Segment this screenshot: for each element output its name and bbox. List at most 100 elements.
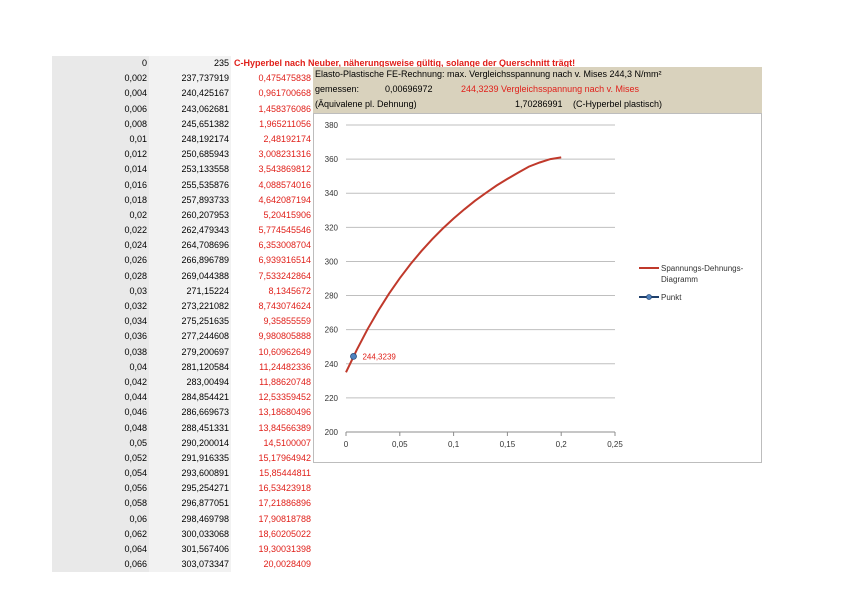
product-cell: 15,17964942 [258, 452, 311, 463]
point-label: 244,3239 [362, 352, 396, 361]
stress-cell: 253,133558 [149, 162, 231, 178]
strain-cell: 0,02 [52, 207, 149, 224]
table-row: 0,042 283,00494 11,88620748 [52, 374, 314, 391]
table-row: 0,024 264,708696 6,353008704 [52, 238, 314, 254]
table-row: 0,052 291,916335 15,17964942 [52, 450, 314, 467]
stress-cell: 262,479343 [149, 223, 231, 239]
info-plastic-label: (Äquivalene pl. Dehnung) [315, 99, 417, 109]
stress-strain-curve [345, 156, 562, 373]
x-tick-label: 0,1 [448, 440, 460, 449]
stress-cell: 260,207953 [149, 207, 231, 224]
strain-cell: 0,048 [52, 420, 149, 436]
product-cell: 17,21886896 [258, 498, 311, 509]
table-row: 0,064 301,567406 19,30031398 [52, 542, 314, 558]
product-cell: 18,60205022 [258, 528, 311, 539]
strain-cell: 0,036 [52, 329, 149, 345]
product-cell: 3,008231316 [258, 149, 311, 160]
table-row: 0,032 273,221082 8,743074624 [52, 299, 314, 315]
strain-cell: 0,012 [52, 147, 149, 163]
table-row: 0,02 260,207953 5,20415906 [52, 207, 314, 224]
info-measured-stress: 244,3239 Vergleichsspannung nach v. Mise… [461, 84, 639, 94]
strain-cell: 0,056 [52, 481, 149, 497]
y-tick-label: 240 [325, 360, 339, 369]
x-tick-label: 0,05 [392, 440, 408, 449]
strain-cell: 0,05 [52, 435, 149, 451]
stress-strain-chart: 200 220 240 260 280 300 320 340 360 380 0 0,05 0,1 0,… [313, 113, 762, 463]
table-row: 0,048 288,451331 13,84566389 [52, 420, 314, 436]
product-cell: 2,48192174 [263, 133, 311, 144]
y-tick-label: 280 [325, 292, 339, 301]
table-row: 0,008 245,651382 1,965211056 [52, 116, 314, 132]
product-cell: 17,90818788 [258, 513, 311, 524]
table-row: 0,062 300,033068 18,60205022 [52, 526, 314, 542]
table-row: 0,01 248,192174 2,48192174 [52, 131, 314, 148]
stress-cell: 250,685943 [149, 147, 231, 163]
info-plastic-value: 1,70286991 [515, 99, 563, 109]
stress-cell: 255,535876 [149, 177, 231, 193]
product-cell: 15,85444811 [259, 468, 311, 479]
stress-cell: 296,877051 [149, 496, 231, 512]
stress-cell: 266,896789 [149, 253, 231, 269]
stress-cell: 283,00494 [149, 374, 231, 391]
strain-cell: 0,026 [52, 253, 149, 269]
stress-cell: 288,451331 [149, 420, 231, 436]
y-tick-label: 380 [325, 121, 339, 130]
strain-cell: 0,04 [52, 359, 149, 375]
info-box: Elasto-Plastische FE-Rechnung: max. Verg… [313, 67, 762, 113]
table-row: 0,004 240,425167 0,961700668 [52, 86, 314, 102]
table-row: 0,06 298,469798 17,90818788 [52, 511, 314, 527]
stress-cell: 269,044388 [149, 268, 231, 284]
stress-cell: 295,254271 [149, 481, 231, 497]
table-row: 0,034 275,251635 9,35855559 [52, 314, 314, 330]
product-cell: 19,30031398 [258, 544, 311, 554]
stress-cell: 290,200014 [149, 435, 231, 451]
table-row: 0,044 284,854421 12,53359452 [52, 390, 314, 406]
y-tick-label: 260 [325, 326, 339, 335]
strain-cell: 0,066 [52, 557, 149, 573]
table-row: 0,028 269,044388 7,533242864 [52, 268, 314, 284]
product-cell: 9,35855559 [263, 316, 311, 327]
strain-cell: 0,022 [52, 223, 149, 239]
table-row: 0,04 281,120584 11,24482336 [52, 359, 314, 375]
table-row: 0,014 253,133558 3,543869812 [52, 162, 314, 178]
table-row: 0,022 262,479343 5,774545546 [52, 223, 314, 239]
x-tick-label: 0,25 [607, 440, 623, 449]
product-cell: 0,961700668 [258, 88, 311, 99]
strain-cell: 0,062 [52, 526, 149, 542]
stress-cell: 271,15224 [149, 283, 231, 299]
strain-cell: 0,042 [52, 374, 149, 391]
strain-cell: 0,002 [52, 71, 149, 87]
strain-cell: 0,044 [52, 390, 149, 406]
strain-cell: 0,028 [52, 268, 149, 284]
table-row: 0,046 286,669673 13,18680496 [52, 405, 314, 421]
stress-cell: 301,567406 [149, 542, 231, 558]
strain-cell: 0,03 [52, 283, 149, 299]
stress-cell: 257,893733 [149, 192, 231, 208]
product-cell: 8,743074624 [258, 301, 311, 311]
product-cell: 14,5100007 [263, 437, 311, 448]
stress-cell: 286,669673 [149, 405, 231, 421]
strain-cell: 0,054 [52, 466, 149, 482]
stress-cell: 277,244608 [149, 329, 231, 345]
product-cell: 11,24482336 [259, 361, 311, 372]
strain-cell: 0,034 [52, 314, 149, 330]
product-cell: 3,543869812 [258, 164, 311, 175]
x-tick-label: 0,15 [500, 440, 516, 449]
info-measured-label: gemessen: [315, 84, 360, 94]
product-cell: 12,53359452 [258, 392, 311, 403]
stress-cell: 245,651382 [149, 116, 231, 132]
strain-cell: 0,058 [52, 496, 149, 512]
strain-cell: 0,032 [52, 299, 149, 315]
info-line-1: Elasto-Plastische FE-Rechnung: max. Verg… [315, 69, 662, 79]
stress-cell: 303,073347 [149, 557, 231, 573]
info-measured-value: 0,00696972 [385, 84, 433, 94]
strain-cell: 0,004 [52, 86, 149, 102]
product-cell: 10,60962649 [258, 346, 311, 357]
chart-svg: 200 220 240 260 280 300 320 340 360 380 0 0,05 0,1 0,… [325, 121, 744, 449]
table-row: 0,006 243,062681 1,458376086 [52, 101, 314, 117]
strain-cell: 0,052 [52, 450, 149, 467]
y-tick-label: 340 [325, 189, 339, 198]
stress-cell: 273,221082 [149, 299, 231, 315]
strain-cell: 0,006 [52, 101, 149, 117]
product-cell: 1,458376086 [258, 103, 311, 114]
